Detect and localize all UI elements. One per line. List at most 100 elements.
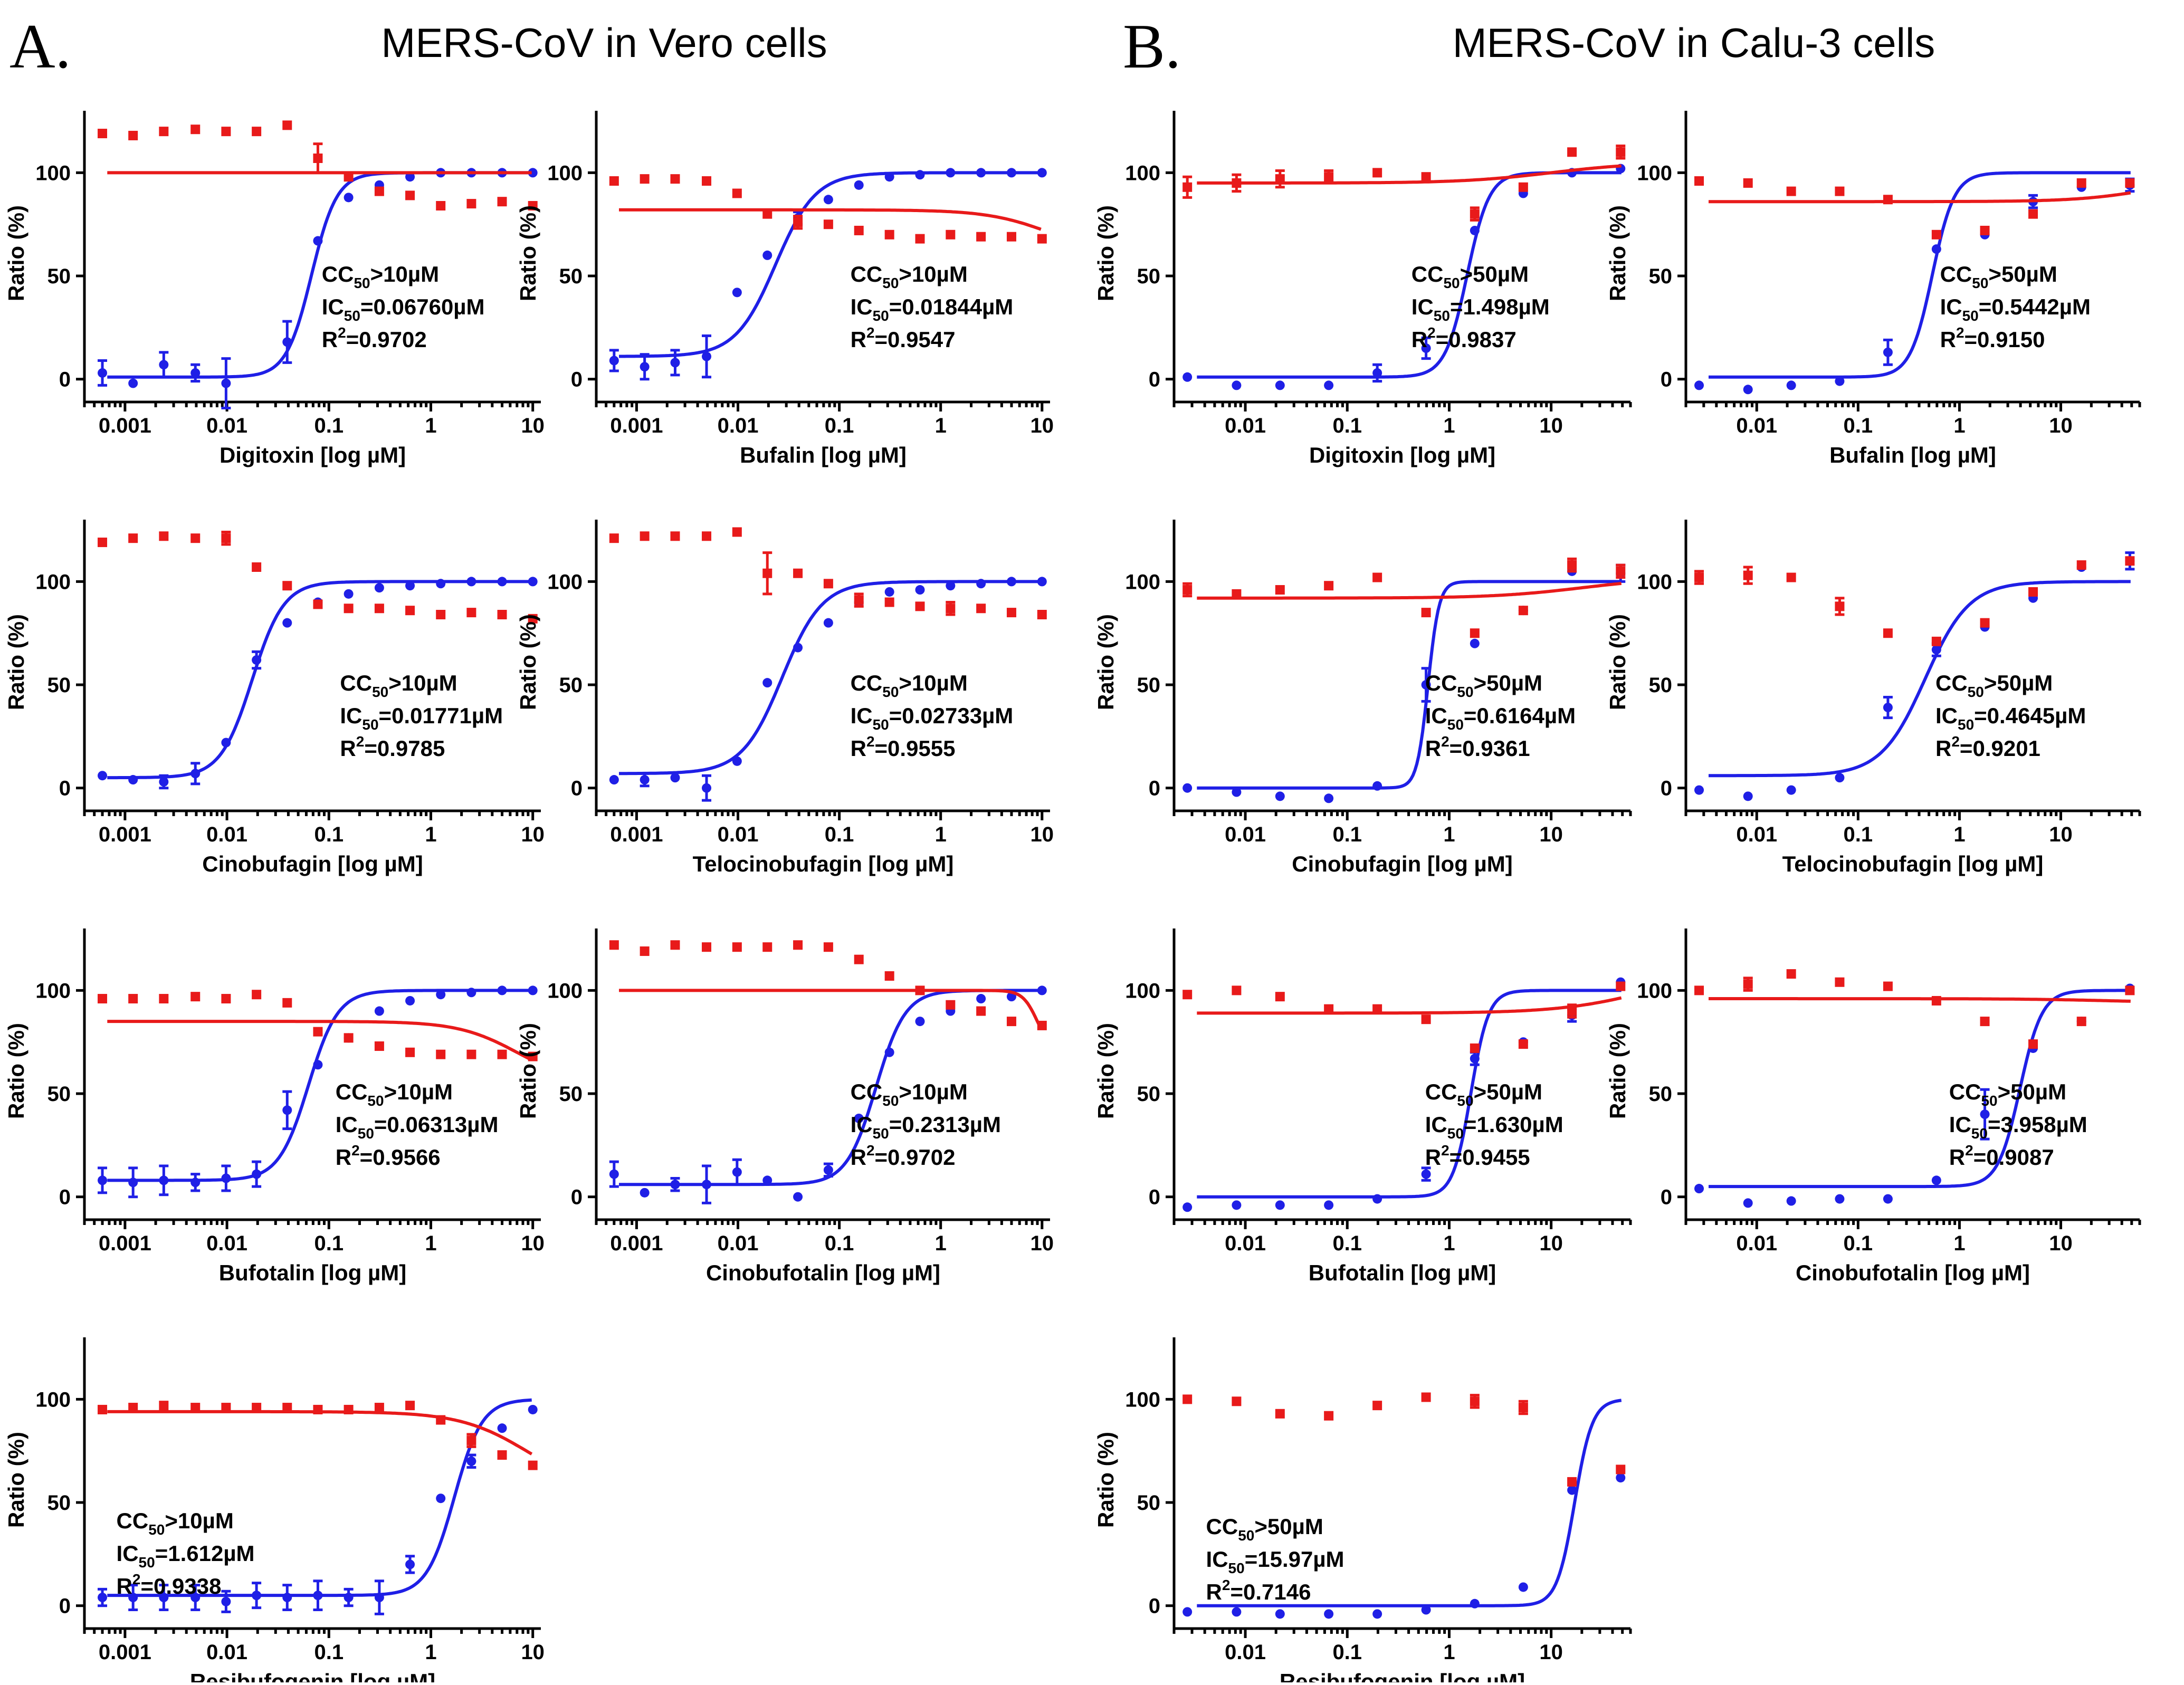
chart-b4-ic50-text: IC50=0.4645µM xyxy=(1935,703,2086,733)
chart-a2-cc-fit-curve xyxy=(619,208,1042,231)
chart-a3-ic-point xyxy=(405,581,415,591)
chart-b1-ic-fit-curve xyxy=(1197,171,1622,379)
chart-a7-cc-point xyxy=(159,1401,169,1411)
chart-a2-cc-point xyxy=(976,232,986,242)
chart-a1-ic-point xyxy=(313,236,323,246)
chart-b5-cc-point xyxy=(1616,981,1626,991)
chart-a6-ic-point xyxy=(609,1169,619,1179)
chart-a1-cc50-text: CC50>10µM xyxy=(322,262,439,291)
chart-b7-y-label: Ratio (%) xyxy=(1093,1432,1118,1528)
chart-b1-ic-point xyxy=(1232,380,1242,390)
chart-a3-ic-point xyxy=(159,777,169,787)
chart-b1-cc-point xyxy=(1616,147,1626,157)
chart-b5-ic-point xyxy=(1232,1200,1242,1210)
chart-b3-xtick-label: 10 xyxy=(1539,823,1563,846)
chart-a1-ic-point xyxy=(528,168,538,178)
chart-a5-cc-point xyxy=(313,1027,323,1037)
chart-a5-xtick-label: 0.1 xyxy=(314,1232,344,1255)
chart-a6-y-label: Ratio (%) xyxy=(516,1023,540,1119)
chart-b1-cc-point xyxy=(1232,178,1242,188)
chart-b2-cc-point xyxy=(1786,186,1796,196)
chart-b1-ic-point xyxy=(1470,225,1480,235)
chart-b6-xtick-label: 1 xyxy=(1953,1232,1965,1255)
chart-b5-ytick-label: 0 xyxy=(1149,1186,1160,1209)
chart-a5-ic-point xyxy=(128,1177,138,1188)
chart-b4-ic-point xyxy=(1694,785,1704,795)
chart-a4-y-label: Ratio (%) xyxy=(516,614,540,710)
chart-b5-cc50-text: CC50>50µM xyxy=(1425,1079,1542,1109)
chart-b4-ic-point xyxy=(1883,703,1893,713)
chart-a1-ic-point xyxy=(190,368,201,378)
chart-a4-xtick-label: 0.001 xyxy=(610,823,663,846)
chart-a4-ic-point xyxy=(823,618,833,628)
chart-a5-ic-point xyxy=(190,1177,201,1188)
chart-a4-ic-point xyxy=(640,775,650,785)
chart-a4-cc-point xyxy=(762,568,772,578)
chart-a7-cc-point xyxy=(282,1403,292,1413)
chart-a6-ic-point xyxy=(1037,985,1047,995)
chart-a3-ic-point xyxy=(436,579,446,589)
chart-a4-ic-fit-curve xyxy=(619,580,1041,776)
chart-a7-ic-point xyxy=(159,1593,169,1603)
chart-a5-ic-point xyxy=(252,1169,262,1179)
chart-a2-ic-point xyxy=(854,180,864,190)
chart-a4-ic-point xyxy=(1037,577,1047,587)
chart-a6-ic-point xyxy=(823,1165,833,1175)
chart-a6-ic-point xyxy=(915,1017,925,1027)
chart-b2-xtick-label: 0.01 xyxy=(1736,414,1777,437)
chart-b3-cc-point xyxy=(1470,628,1480,638)
chart-b6-ic-point xyxy=(1883,1194,1893,1204)
chart-b5-cc-point xyxy=(1232,985,1242,995)
chart-b2-cc-fit-curve xyxy=(1709,191,2131,204)
chart-a3-cc-point xyxy=(436,610,446,619)
chart-a5-ic-point xyxy=(282,1105,292,1115)
chart-a3-xtick-label: 0.1 xyxy=(314,823,344,846)
chart-a6-ic-point xyxy=(702,1180,712,1190)
chart-b5-ytick-label: 50 xyxy=(1137,1083,1161,1106)
chart-a4-ic-point xyxy=(915,585,925,595)
chart-a7-ic-point xyxy=(252,1591,262,1601)
chart-b2-ytick-label: 50 xyxy=(1649,265,1673,288)
chart-a7-cc-point xyxy=(405,1401,415,1411)
chart-a5-ytick-label: 100 xyxy=(35,979,71,1002)
chart-b6-ic-point xyxy=(1980,1109,1990,1119)
chart-b2-cc-point xyxy=(2076,178,2086,188)
chart-a7-ic-point xyxy=(344,1593,354,1603)
chart-b2-xtick-label: 1 xyxy=(1953,414,1965,437)
chart-a4-cc-point xyxy=(640,531,650,541)
chart-b4-xtick-label: 0.1 xyxy=(1844,823,1873,846)
chart-b1-xtick-label: 1 xyxy=(1443,414,1455,437)
chart-b2-cc-point xyxy=(1743,178,1753,188)
chart-b3-x-label: Cinobufagin [log µM] xyxy=(1292,851,1512,876)
chart-a3-ic-point xyxy=(252,655,262,665)
chart-a1-ic-point xyxy=(405,172,415,182)
chart-b1-xtick-label: 0.1 xyxy=(1332,414,1362,437)
chart-b2-cc-point xyxy=(1694,176,1704,186)
chart-a5-cc-point xyxy=(374,1041,384,1051)
chart-b7-xtick-label: 0.01 xyxy=(1225,1641,1266,1664)
chart-a1-cc-point xyxy=(497,197,507,207)
chart-b5-xtick-label: 0.01 xyxy=(1225,1232,1266,1255)
chart-b4-cc-point xyxy=(1694,572,1704,582)
chart-a4-ic-point xyxy=(702,783,712,793)
chart-a7-cc-point xyxy=(344,1404,354,1414)
chart-a5-ic-point xyxy=(159,1175,169,1185)
chart-a5-xtick-label: 0.01 xyxy=(206,1232,247,1255)
chart-b6-ic-point xyxy=(1786,1196,1796,1206)
chart-a6-cc-point xyxy=(915,985,925,995)
chart-a2-ytick-label: 50 xyxy=(559,265,583,288)
chart-a6-cc-point xyxy=(854,954,864,964)
chart-a7-cc-point xyxy=(313,1404,323,1414)
chart-a2-cc-point xyxy=(946,229,956,240)
chart-a3-ic-point xyxy=(528,577,538,587)
chart-a2-ic-point xyxy=(1006,168,1016,178)
chart-a6-cc-point xyxy=(670,940,680,950)
chart-b4-cc-point xyxy=(2076,560,2086,570)
chart-a3-cc-point xyxy=(98,538,108,548)
chart-a2-cc-point xyxy=(762,209,772,219)
chart-b6-xtick-label: 10 xyxy=(2049,1232,2073,1255)
